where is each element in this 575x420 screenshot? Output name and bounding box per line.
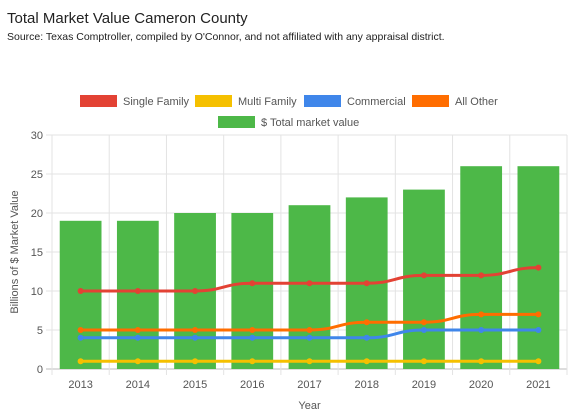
x-tick-label: 2014	[126, 379, 150, 391]
legend-swatch	[218, 116, 255, 128]
data-point[interactable]	[420, 272, 427, 279]
data-point[interactable]	[478, 358, 485, 365]
legend-label: $ Total market value	[261, 117, 359, 129]
data-point[interactable]	[478, 311, 485, 318]
legend-item[interactable]: $ Total market value	[218, 116, 359, 129]
legend-swatch	[195, 95, 232, 107]
data-point[interactable]	[363, 358, 370, 365]
data-point[interactable]	[306, 358, 313, 365]
y-tick-label: 25	[31, 169, 43, 181]
data-point[interactable]	[134, 327, 141, 333]
data-point[interactable]	[192, 327, 199, 333]
x-tick-label: 2018	[354, 379, 378, 391]
legend-item[interactable]: Multi Family	[195, 95, 297, 108]
x-axis-label: Year	[298, 400, 321, 412]
data-point[interactable]	[478, 327, 485, 333]
y-axis-label: Billions of $ Market Value	[9, 190, 21, 313]
legend-swatch	[412, 95, 449, 107]
legend-item[interactable]: All Other	[412, 95, 498, 108]
bar[interactable]	[116, 220, 159, 369]
data-point[interactable]	[363, 334, 370, 341]
data-point[interactable]	[306, 334, 313, 341]
x-tick-label: 2016	[240, 379, 264, 391]
series-multi-family	[77, 358, 542, 365]
bar[interactable]	[403, 189, 445, 369]
data-point[interactable]	[306, 327, 313, 333]
data-point[interactable]	[77, 358, 84, 365]
y-tick-label: 5	[37, 325, 43, 337]
bar[interactable]	[231, 213, 274, 369]
bar[interactable]	[460, 166, 503, 369]
data-point[interactable]	[134, 334, 141, 341]
y-tick-label: 10	[31, 286, 43, 298]
data-point[interactable]	[535, 311, 542, 318]
bar[interactable]	[59, 220, 102, 369]
series-lines	[77, 264, 542, 365]
data-point[interactable]	[363, 319, 370, 326]
legend-item[interactable]: Commercial	[304, 95, 406, 108]
data-point[interactable]	[478, 272, 485, 279]
legend-label: Multi Family	[238, 96, 297, 108]
data-point[interactable]	[306, 280, 313, 287]
bar[interactable]	[288, 205, 331, 369]
data-point[interactable]	[77, 334, 84, 341]
data-point[interactable]	[192, 358, 199, 365]
y-tick-label: 30	[31, 130, 43, 142]
series-commercial	[77, 327, 542, 341]
x-tick-label: 2013	[68, 379, 92, 391]
data-point[interactable]	[420, 358, 427, 365]
x-tick-label: 2021	[526, 379, 550, 391]
data-point[interactable]	[192, 288, 199, 294]
legend[interactable]: Single Family Multi Family Commercial All O…	[80, 95, 498, 129]
x-tick-label: 2019	[412, 379, 436, 391]
data-point[interactable]	[134, 358, 141, 365]
data-point[interactable]	[249, 327, 256, 333]
data-point[interactable]	[535, 358, 542, 365]
legend-item[interactable]: Single Family	[80, 95, 190, 108]
series-single-family	[77, 264, 542, 294]
x-tick-label: 2017	[297, 379, 321, 391]
legend-swatch	[304, 95, 341, 107]
series-all-other	[77, 311, 542, 333]
data-point[interactable]	[420, 327, 427, 333]
legend-swatch	[80, 95, 117, 107]
data-point[interactable]	[535, 264, 542, 271]
data-point[interactable]	[192, 334, 199, 341]
data-point[interactable]	[420, 319, 427, 326]
legend-label: Single Family	[123, 96, 190, 108]
y-tick-label: 15	[31, 247, 43, 259]
data-point[interactable]	[77, 327, 84, 333]
data-point[interactable]	[363, 280, 370, 287]
data-point[interactable]	[249, 358, 256, 365]
x-tick-label: 2015	[183, 379, 207, 391]
data-point[interactable]	[134, 288, 141, 294]
data-point[interactable]	[77, 288, 84, 294]
legend-label: Commercial	[347, 96, 406, 108]
data-point[interactable]	[249, 334, 256, 341]
axis-ticks: 0 5 10 15 20 25 30 2013 2014 2015 2016 2017 2018 2019…	[31, 130, 551, 391]
chart-title: Total Market Value Cameron County	[7, 10, 248, 27]
chart-subtitle: Source: Texas Comptroller, compiled by O…	[7, 31, 445, 43]
data-point[interactable]	[249, 280, 256, 287]
legend-label: All Other	[455, 96, 498, 108]
data-point[interactable]	[535, 327, 542, 333]
x-tick-label: 2020	[469, 379, 493, 391]
y-tick-label: 0	[37, 364, 43, 376]
y-tick-label: 20	[31, 208, 43, 220]
